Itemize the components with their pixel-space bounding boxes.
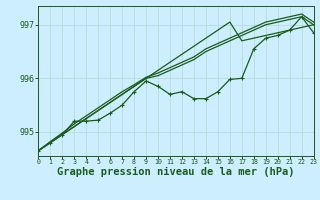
X-axis label: Graphe pression niveau de la mer (hPa): Graphe pression niveau de la mer (hPa)	[57, 167, 295, 177]
